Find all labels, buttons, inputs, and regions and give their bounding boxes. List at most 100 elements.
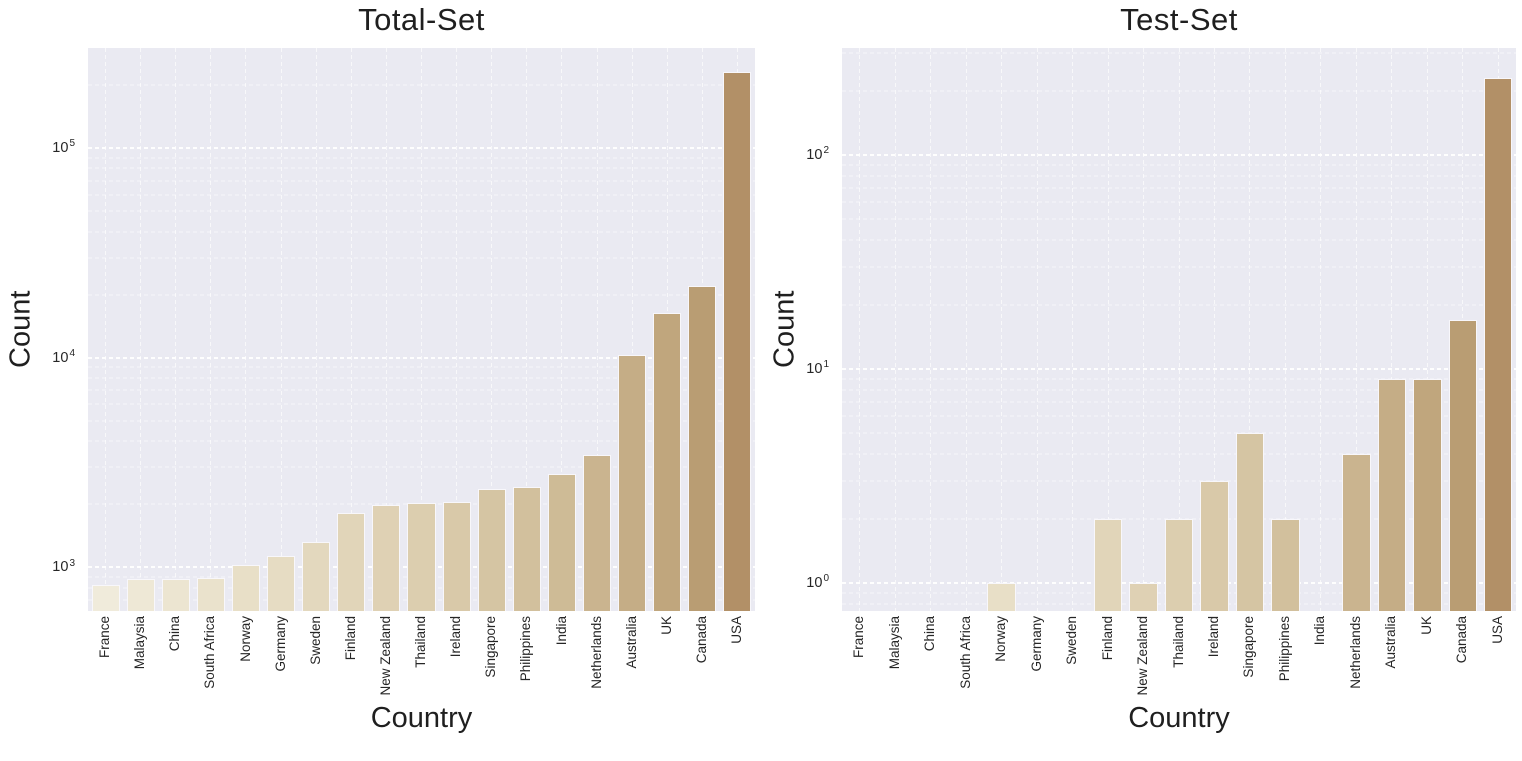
x-tick: China [913,616,948,708]
x-tick-label: UK [1418,616,1434,635]
x-tick: USA [1480,616,1515,708]
x-axis-label: Country [1128,702,1230,734]
gridline-vertical [456,48,458,611]
gridline-vertical [1036,48,1038,611]
x-tick-label: Philippines [518,616,534,682]
x-tick-label: France [851,616,867,659]
bar-australia [1377,378,1407,611]
x-tick: UK [1410,616,1445,708]
x-tick-label: New Zealand [377,616,393,696]
bar-finland [1093,518,1123,611]
x-tick: Philippines [1268,616,1303,708]
x-tick-label: USA [729,616,745,644]
x-tick-label: New Zealand [1135,616,1151,696]
x-tick: Thailand [1161,616,1196,708]
gridline-vertical [245,48,247,611]
bar-thailand [407,503,436,611]
x-tick: India [544,616,579,708]
x-tick-label: Malaysia [132,616,148,670]
bar-new-zealand [1129,583,1158,611]
x-axis-label: Country [370,702,473,734]
plot-area [88,48,755,611]
gridline-vertical [1320,48,1322,611]
bar-south-africa [196,577,225,611]
gridline-vertical [175,48,177,611]
x-tick-label: Malaysia [886,616,902,670]
bar-canada [1448,319,1477,611]
chart-title: Total-Set [358,2,485,37]
gridline-vertical [1213,48,1215,611]
x-tick-label: Norway [237,616,253,662]
x-tick-label: Norway [993,616,1009,662]
y-tick-label: 103 [52,557,75,576]
bar-netherlands [1342,454,1371,611]
bar-canada [688,285,717,611]
gridline-vertical [1249,48,1251,611]
x-tick: Malaysia [877,616,912,708]
bar-germany [267,555,296,611]
gridline-vertical [1391,48,1393,611]
x-tick-label: Australia [1383,616,1399,669]
x-tick: Australia [615,616,650,708]
x-axis-tick-labels: France Malaysia China South Africa Norway Ger… [842,616,1516,708]
gridline-vertical [105,48,107,611]
x-tick: Australia [1374,616,1409,708]
x-tick-label: Canada [693,616,709,664]
x-tick-label: South Africa [202,616,218,689]
bar-philippines [1271,518,1300,611]
x-tick: Singapore [1232,616,1267,708]
gridline-vertical [596,48,598,611]
x-tick: France [842,616,877,708]
x-tick: Sweden [299,616,334,708]
x-tick-label: Sweden [307,616,323,665]
bar-china [161,578,190,611]
chart-title: Test-Set [1120,2,1238,37]
x-tick: Finland [1090,616,1125,708]
bar-india [547,474,576,611]
x-tick-label: Netherlands [1347,616,1363,689]
gridline-vertical [1072,48,1074,611]
plot-area [842,48,1516,611]
x-tick: New Zealand [1126,616,1161,708]
gridline-vertical [210,48,212,611]
x-tick-label: Australia [623,616,639,669]
y-tick-label: 102 [806,144,829,163]
x-tick: Norway [984,616,1019,708]
gridline-vertical [350,48,352,611]
bar-thailand [1164,518,1194,611]
x-tick: Sweden [1055,616,1090,708]
x-tick-label: China [167,616,183,652]
x-tick-label: Canada [1454,616,1470,664]
x-tick-label: Ireland [448,616,464,658]
x-tick-label: South Africa [957,616,973,689]
gridline-vertical [1001,48,1003,611]
x-tick: Ireland [439,616,474,708]
x-tick-label: Singapore [1241,616,1257,678]
bar-philippines [512,486,541,611]
x-tick: India [1303,616,1338,708]
gridline-vertical [1355,48,1357,611]
bar-singapore [1235,433,1265,611]
x-tick-label: Thailand [413,616,429,668]
bar-new-zealand [372,504,401,611]
bar-australia [618,355,647,611]
bar-france [91,584,120,611]
gridline-vertical [561,48,563,611]
x-tick-label: France [97,616,113,659]
bar-norway [987,583,1016,611]
x-tick: France [88,616,123,708]
y-axis-tick-labels: 100 101 102 [754,48,838,611]
x-axis-tick-labels: France Malaysia China South Africa Norway Ger… [88,616,755,708]
bar-singapore [477,488,506,611]
x-tick-label: China [922,616,938,652]
x-tick: China [158,616,193,708]
x-tick-label: Netherlands [588,616,604,689]
gridline-vertical [859,48,861,611]
x-tick: Germany [264,616,299,708]
x-tick: Thailand [404,616,439,708]
x-tick-label: India [1312,616,1328,646]
gridline-vertical [1284,48,1286,611]
x-tick: Norway [228,616,263,708]
x-tick-label: Finland [342,616,358,661]
